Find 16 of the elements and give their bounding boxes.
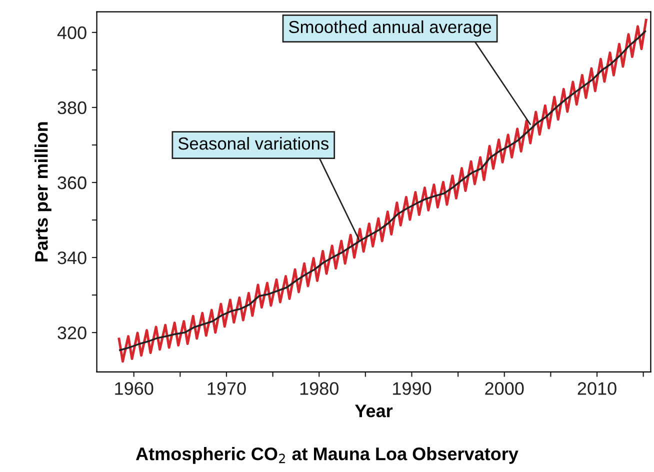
- y-tick-label: 360: [58, 176, 86, 190]
- x-tick-label: 2000: [485, 382, 524, 395]
- annotation: Seasonal variations: [178, 136, 329, 150]
- x-tick-label: 2010: [578, 382, 616, 395]
- y-axis-title: Parts per million: [34, 122, 52, 262]
- x-tick-label: 1970: [208, 382, 246, 395]
- y-tick-label: 380: [58, 101, 86, 114]
- x-tick-label: 1980: [300, 382, 338, 395]
- y-tick-label: 320: [58, 326, 86, 340]
- text: Atmospheric CO$_{2}$ at Mauna Loa Observatory: [136, 447, 518, 464]
- y-tick-label: 340: [58, 251, 86, 264]
- y-tick-label: 400: [57, 26, 86, 40]
- x-tick-label: 1990: [393, 382, 432, 395]
- annotation: Smoothed annual average: [288, 20, 492, 37]
- x-tick-label: 1960: [115, 382, 154, 395]
- x-axis-title: Year: [354, 404, 393, 418]
